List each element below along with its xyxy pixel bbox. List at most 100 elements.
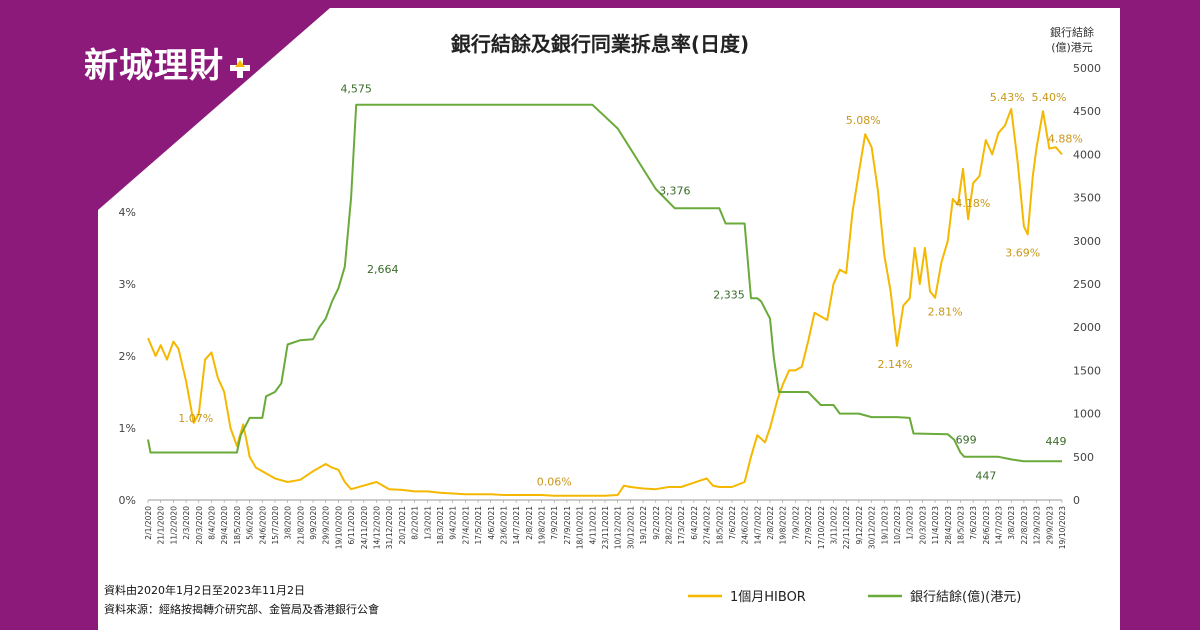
- x-tick-label: 3/8/2020: [284, 506, 293, 540]
- x-tick-label: 10/12/2021: [614, 506, 623, 549]
- hibor-data-label: 3.69%: [1005, 246, 1040, 259]
- axes: 0% 1% 2% 3% 4% 0 500 1000 1500 2000 2500 3000 3500 40…: [119, 62, 1101, 507]
- x-tick-label: 24/6/2020: [258, 506, 267, 545]
- x-tick-label: 14/7/2022: [753, 506, 762, 545]
- x-tick-label: 4/6/2021: [487, 506, 496, 540]
- x-tick-label: 17/10/2022: [817, 506, 826, 549]
- x-tick-label: 4/11/2021: [588, 506, 597, 545]
- x-tick-label: 15/7/2020: [271, 506, 280, 545]
- balance-data-label: 4,575: [340, 83, 372, 96]
- balance-data-label: 699: [956, 434, 977, 447]
- brand-name: 新城理財: [84, 46, 224, 86]
- x-tick-label: 1/3/2023: [906, 506, 915, 540]
- x-tick-label: 10/2/2023: [893, 506, 902, 545]
- y-right-tick-label: 4500: [1073, 105, 1101, 118]
- y-right-tick-label: 2000: [1073, 321, 1101, 334]
- plus-arrow-icon: [230, 57, 250, 78]
- x-tick-label: 20/3/2020: [195, 506, 204, 545]
- x-tick-label: 7/6/2023: [969, 506, 978, 540]
- hibor-data-label: 5.40%: [1031, 91, 1066, 104]
- x-tick-label: 29/9/2023: [1045, 506, 1054, 545]
- hibor-line: [147, 108, 1063, 497]
- bank-balance-line: [147, 103, 1062, 463]
- balance-data-label: 2,335: [713, 288, 745, 301]
- x-tick-label: 18/10/2021: [576, 506, 585, 549]
- y-right-tick-label: 2500: [1073, 278, 1101, 291]
- legend: 1個月HIBOR 銀行結餘(億)(港元): [688, 589, 1021, 605]
- x-tick-label: 19/10/2023: [1058, 506, 1067, 549]
- brand-logo: 新城理財: [84, 38, 252, 87]
- y-right-tick-label: 4000: [1073, 148, 1101, 161]
- balance-data-label: 3,376: [659, 184, 691, 197]
- x-tick-label: 18/5/2023: [956, 506, 965, 545]
- x-tick-label: 27/4/2021: [461, 506, 470, 545]
- x-tick-label: 23/6/2021: [499, 506, 508, 545]
- y-right-tick-label: 3500: [1073, 192, 1101, 205]
- x-tick-label: 1/3/2021: [423, 506, 432, 540]
- y-left-tick-label: 1%: [119, 422, 136, 435]
- x-tick-label: 8/4/2020: [207, 506, 216, 540]
- x-tick-label: 21/8/2020: [296, 506, 305, 545]
- balance-data-label: 2,664: [367, 263, 399, 276]
- hibor-data-label: 1.07%: [178, 412, 213, 425]
- x-tick-label: 26/6/2023: [982, 506, 991, 545]
- x-tick-label: 27/4/2022: [703, 506, 712, 545]
- note-date-range: 資料由2020年1月2日至2023年11月2日: [104, 583, 305, 597]
- series-lines: [147, 103, 1063, 497]
- x-tick-label: 2/8/2022: [766, 506, 775, 540]
- x-tick-label: 12/9/2023: [1033, 506, 1042, 545]
- x-tick-label: 29/4/2020: [220, 506, 229, 545]
- x-tick-label: 7/9/2021: [550, 506, 559, 540]
- x-tick-label: 30/12/2022: [868, 506, 877, 549]
- y-right-tick-label: 3000: [1073, 235, 1101, 248]
- balance-data-label: 449: [1046, 435, 1067, 448]
- x-tick-label: 7/6/2022: [728, 506, 737, 540]
- x-tick-label: 24/11/2020: [360, 506, 369, 549]
- x-tick-label: 18/5/2022: [715, 506, 724, 545]
- x-tick-label: 31/12/2020: [385, 506, 394, 549]
- x-tick-label: 17/3/2022: [677, 506, 686, 545]
- y-left-tick-label: 2%: [119, 350, 136, 363]
- x-tick-label: 18/3/2021: [436, 506, 445, 545]
- balance-data-label: 447: [975, 469, 996, 482]
- x-tick-label: 9/12/2022: [855, 506, 864, 545]
- chart-title: 銀行結餘及銀行同業拆息率(日度): [451, 32, 749, 56]
- x-tick-label: 7/9/2022: [791, 506, 800, 540]
- x-tick-label: 2/8/2021: [525, 506, 534, 540]
- hibor-data-label: 4.88%: [1048, 133, 1083, 146]
- x-tick-label: 9/9/2020: [309, 506, 318, 540]
- x-tick-labels: 2/1/2020 21/1/2020 11/2/2020 2/3/2020 20/3/2…: [144, 500, 1067, 549]
- legend-balance: 銀行結餘(億)(港元): [910, 589, 1021, 605]
- x-tick-label: 9/4/2021: [449, 506, 458, 540]
- hibor-data-label: 5.08%: [846, 114, 881, 127]
- x-tick-label: 19/8/2021: [538, 506, 547, 545]
- x-tick-label: 23/11/2021: [601, 506, 610, 549]
- x-tick-label: 2/1/2020: [144, 506, 153, 540]
- y-right-tick-label: 0: [1073, 494, 1080, 507]
- hibor-data-label: 2.14%: [877, 358, 912, 371]
- x-tick-label: 11/2/2020: [169, 506, 178, 545]
- x-tick-label: 9/2/2022: [652, 506, 661, 540]
- x-tick-label: 2/3/2020: [182, 506, 191, 540]
- y-right-tick-label: 5000: [1073, 62, 1101, 75]
- x-tick-label: 18/5/2020: [233, 506, 242, 545]
- x-tick-label: 27/9/2021: [563, 506, 572, 545]
- x-tick-label: 11/4/2023: [931, 506, 940, 545]
- hibor-data-label: 0.06%: [537, 476, 572, 489]
- x-tick-label: 19/1/2022: [639, 506, 648, 545]
- x-tick-label: 8/2/2021: [411, 506, 420, 540]
- x-tick-label: 19/10/2020: [334, 506, 343, 549]
- x-tick-label: 24/6/2022: [741, 506, 750, 545]
- x-tick-label: 28/2/2022: [664, 506, 673, 545]
- x-tick-label: 30/12/2021: [626, 506, 635, 549]
- x-tick-label: 3/11/2022: [830, 506, 839, 545]
- x-tick-label: 19/8/2022: [779, 506, 788, 545]
- y-right-tick-label: 1500: [1073, 364, 1101, 377]
- x-tick-label: 29/9/2020: [322, 506, 331, 545]
- right-axis-label-line2: (億)港元: [1051, 41, 1093, 54]
- x-tick-label: 22/11/2022: [842, 506, 851, 549]
- x-tick-label: 6/11/2020: [347, 506, 356, 545]
- hibor-data-label: 4.18%: [955, 197, 990, 210]
- x-tick-label: 14/7/2023: [995, 506, 1004, 545]
